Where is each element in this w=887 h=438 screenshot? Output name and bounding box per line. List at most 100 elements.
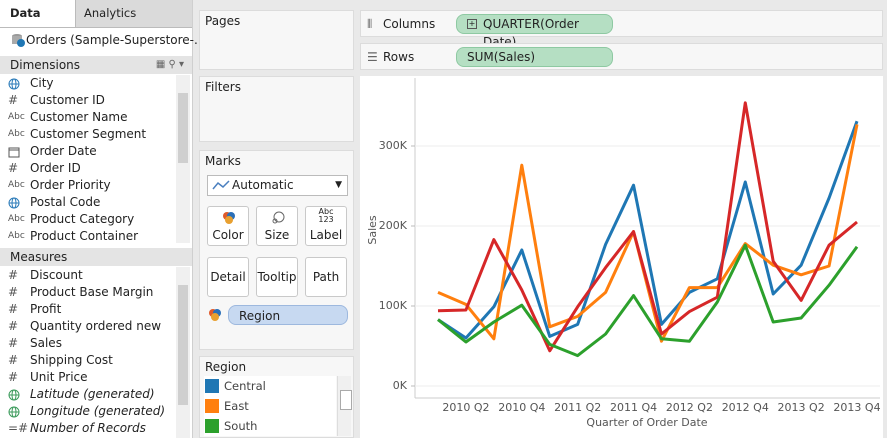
color-icon [223,212,235,224]
data-pane: Data Analytics Orders (Sample-Superstore… [0,0,205,438]
field-label: Order ID [30,161,81,175]
button-label: Tooltip [257,270,297,284]
card-title: Marks [205,154,241,168]
field-label: Profit [30,302,62,316]
legend-swatch [205,379,219,393]
button-label: Size [264,228,290,242]
field[interactable]: Abc Customer Name [0,109,176,126]
field[interactable]: Abc Product Container [0,228,176,245]
data-source[interactable]: Orders (Sample-Superstore-... [26,33,206,47]
expand-icon: + [467,19,477,29]
mark-type-dropdown[interactable]: Automatic ▼ [207,175,348,196]
scrollbar[interactable] [176,267,190,438]
card-title: Region [205,360,247,374]
x-tick-label: 2013 Q4 [833,401,880,414]
field[interactable]: Abc Order Priority [0,177,176,194]
detail-button[interactable]: Detail [207,257,249,297]
field-label: Product Base Margin [30,285,154,299]
field-label: Longitude (generated) [30,404,166,418]
button-label: Color [212,228,244,242]
field-icon: # [8,268,19,282]
scroll-thumb[interactable] [178,285,188,405]
field[interactable]: City [0,75,176,92]
color-button[interactable]: Color [207,206,249,246]
scrollbar[interactable] [337,376,352,436]
card-title: Filters [205,80,241,94]
field-label: City [30,76,54,90]
legend: Central East South [204,376,336,436]
field[interactable]: # Customer ID [0,92,176,109]
dimensions-header: Dimensions ▦ ⚲ ▾ [0,56,192,74]
field[interactable]: # Sales [0,335,176,352]
field[interactable]: Longitude (generated) [0,403,176,420]
field[interactable]: # Unit Price [0,369,176,386]
field[interactable]: =# Number of Records [0,420,176,437]
field-label: Sales [30,336,62,350]
field-icon: # [8,353,19,367]
tab-divider [0,27,192,28]
y-tick-label: 200K [379,219,408,232]
field[interactable]: # Order ID [0,160,176,177]
chart: Sales Quarter of Order Date 0K 100K 200K 30… [360,76,883,438]
field[interactable]: # Profit [0,301,176,318]
scroll-thumb[interactable] [340,390,352,410]
field-icon: =# [8,421,29,435]
field[interactable]: Latitude (generated) [0,386,176,403]
x-tick-label: 2011 Q2 [554,401,601,414]
path-button[interactable]: Path [305,257,347,297]
field-label: Discount [30,268,83,282]
series-line [437,243,859,358]
field-label: Customer Name [30,110,128,124]
pages-card: Pages [199,10,354,70]
calendar-icon [8,147,20,157]
columns-pill[interactable]: + QUARTER(Order Date) [456,14,613,49]
measures-list: # Discount # Product Base Margin # Profit #… [0,267,176,437]
scrollbar[interactable] [176,75,190,243]
field-label: Order Date [30,144,97,158]
field-label: Customer Segment [30,127,147,141]
field-label: Customer ID [30,93,105,107]
shelf-label: Columns [383,17,436,31]
rows-pill[interactable]: SUM(Sales) [456,47,613,67]
field[interactable]: Postal Code [0,194,176,211]
field[interactable]: # Discount [0,267,176,284]
x-tick-label: 2012 Q4 [722,401,769,414]
tooltip-button[interactable]: Tooltip [256,257,298,297]
size-button[interactable]: Size [256,206,298,246]
field-icon: # [8,93,19,107]
field-label: Latitude (generated) [30,387,155,401]
field-icon: Abc [8,231,25,241]
field[interactable]: # Product Base Margin [0,284,176,301]
color-icon [209,309,221,321]
series-line [437,120,859,340]
field-label: Product Container [30,229,139,243]
card-title: Pages [205,14,241,28]
button-label: Path [312,270,340,284]
marks-card: Marks Automatic ▼ Color Size Abc 123 Label … [199,150,354,350]
globe-icon [8,389,20,400]
dropdown-arrow: ▼ [335,180,342,190]
filters-card: Filters [199,76,354,142]
label-button[interactable]: Abc 123 Label [305,206,347,246]
y-tick-label: 300K [379,139,408,152]
scroll-thumb[interactable] [178,93,188,163]
field-icon: # [8,285,19,299]
region-pill[interactable]: Region [228,305,348,325]
field[interactable]: Abc Product Category [0,211,176,228]
header-icons[interactable]: ▦ ⚲ ▾ [155,59,184,70]
legend-label: Central [224,379,266,393]
field[interactable]: Abc Customer Segment [0,126,176,143]
field[interactable]: # Shipping Cost [0,352,176,369]
field-label: Postal Code [30,195,101,209]
rows-shelf: ☰ Rows SUM(Sales) [360,43,883,70]
x-tick-label: 2013 Q2 [778,401,825,414]
label-icon-number: 123 [318,215,334,224]
data-tab[interactable]: Data [0,0,75,27]
field-icon: # [8,302,19,316]
x-tick-label: 2010 Q2 [442,401,489,414]
globe-icon [8,197,20,208]
field[interactable]: # Quantity ordered new [0,318,176,335]
field[interactable]: Order Date [0,143,176,160]
analytics-tab[interactable]: Analytics [75,0,192,27]
